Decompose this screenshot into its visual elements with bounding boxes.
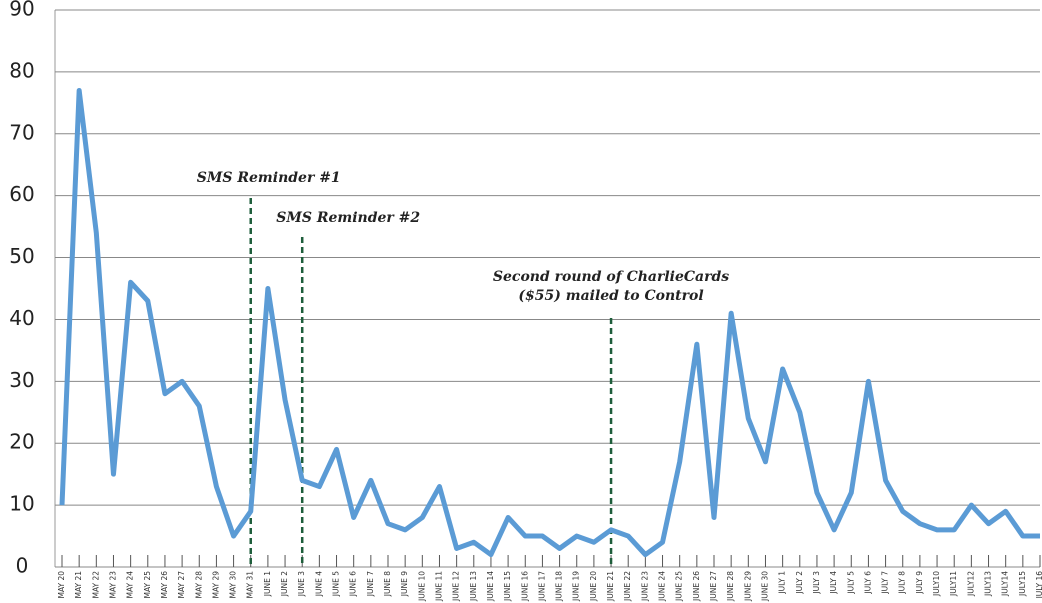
x-tick-label: MAY 26	[160, 571, 169, 599]
x-tick-label: MAY 25	[143, 571, 152, 599]
x-tick-label: JULY 3	[812, 571, 821, 595]
x-tick-label: JULY 6	[863, 571, 872, 595]
x-tick-label: JULY 4	[829, 571, 838, 595]
x-tick-label: JUNE 16	[520, 571, 529, 602]
x-tick-label: JUNE 24	[658, 571, 667, 602]
x-tick-label: MAY 27	[177, 571, 186, 599]
y-tick-label: 20	[9, 430, 34, 454]
x-tick-label: MAY 28	[194, 571, 203, 599]
x-tick-label: JUNE 19	[572, 571, 581, 602]
x-tick-label: JULY 9	[915, 571, 924, 595]
y-tick-label: 90	[9, 0, 34, 21]
x-tick-label: JUNE 21	[606, 571, 615, 602]
x-tick-label: JULY 8	[898, 571, 907, 595]
x-tick-label: JULY14	[1001, 571, 1010, 597]
x-tick-label: MAY 22	[91, 571, 100, 599]
annotation-text: ($55) mailed to Control	[518, 288, 703, 304]
x-tick-label: JUNE 1	[263, 571, 272, 597]
x-tick-label: JUNE 6	[349, 571, 358, 597]
x-tick-label: JUNE 29	[743, 571, 752, 602]
x-tick-label: MAY 23	[108, 571, 117, 599]
x-tick-label: MAY 30	[229, 571, 238, 599]
x-tick-label: JULY15	[1018, 571, 1027, 597]
y-tick-label: 30	[9, 368, 34, 392]
x-tick-label: JUNE 25	[675, 571, 684, 602]
x-tick-label: JULY 16	[1035, 571, 1042, 600]
y-tick-label: 70	[9, 120, 34, 144]
x-tick-label: JUNE 17	[537, 571, 546, 602]
x-tick-label: JUNE 12	[452, 571, 461, 602]
x-tick-label: JULY13	[984, 571, 993, 597]
x-tick-label: MAY 24	[126, 571, 135, 599]
x-tick-label: JUNE 5	[332, 571, 341, 597]
y-tick-label: 10	[9, 492, 34, 516]
x-tick-label: JULY 7	[881, 571, 890, 595]
y-tick-label: 60	[9, 182, 34, 206]
x-tick-label: JUNE 4	[314, 571, 323, 597]
annotation-text: Second round of CharlieCards	[493, 269, 729, 285]
x-tick-label: JUNE 10	[417, 571, 426, 602]
annotation-text: SMS Reminder #2	[276, 210, 420, 226]
x-tick-label: JUNE 7	[366, 571, 375, 597]
x-tick-label: JULY 2	[795, 571, 804, 595]
annotation-text: SMS Reminder #1	[197, 170, 341, 186]
x-tick-label: JUNE 23	[640, 571, 649, 602]
y-tick-label: 0	[16, 554, 29, 578]
x-tick-label: JUNE 26	[692, 571, 701, 602]
x-tick-label: JUNE 27	[709, 571, 718, 602]
x-tick-label: JUNE 30	[760, 571, 769, 602]
x-tick-label: JUNE 2	[280, 571, 289, 597]
y-tick-label: 50	[9, 244, 34, 268]
data-line	[59, 87, 1040, 558]
x-tick-label: JUNE 20	[589, 571, 598, 602]
x-tick-label: JULY12	[966, 571, 975, 597]
x-tick-label: JUNE 13	[469, 571, 478, 602]
x-tick-label: MAY 21	[74, 571, 83, 599]
x-tick-label: JULY11	[949, 571, 958, 597]
x-tick-label: JUNE 14	[486, 571, 495, 602]
x-tick-label: JUNE 8	[383, 571, 392, 597]
y-tick-label: 40	[9, 306, 34, 330]
x-tick-label: JUNE 11	[434, 571, 443, 602]
x-tick-label: MAY 31	[246, 571, 255, 599]
y-tick-label: 80	[9, 58, 34, 82]
x-tick-label: JUNE 28	[726, 571, 735, 602]
x-tick-label: JUNE 9	[400, 571, 409, 597]
x-tick-label: JULY 1	[778, 571, 787, 595]
x-tick-label: JUNE 3	[297, 571, 306, 597]
x-tick-label: JUNE 15	[503, 571, 512, 602]
x-tick-label: MAY 20	[57, 571, 66, 599]
x-tick-label: JUNE 18	[555, 571, 564, 602]
x-tick-label: JULY10	[932, 571, 941, 597]
x-tick-label: JULY 5	[846, 571, 855, 595]
x-tick-label: JUNE 22	[623, 571, 632, 602]
x-tick-label: MAY 29	[211, 571, 220, 599]
